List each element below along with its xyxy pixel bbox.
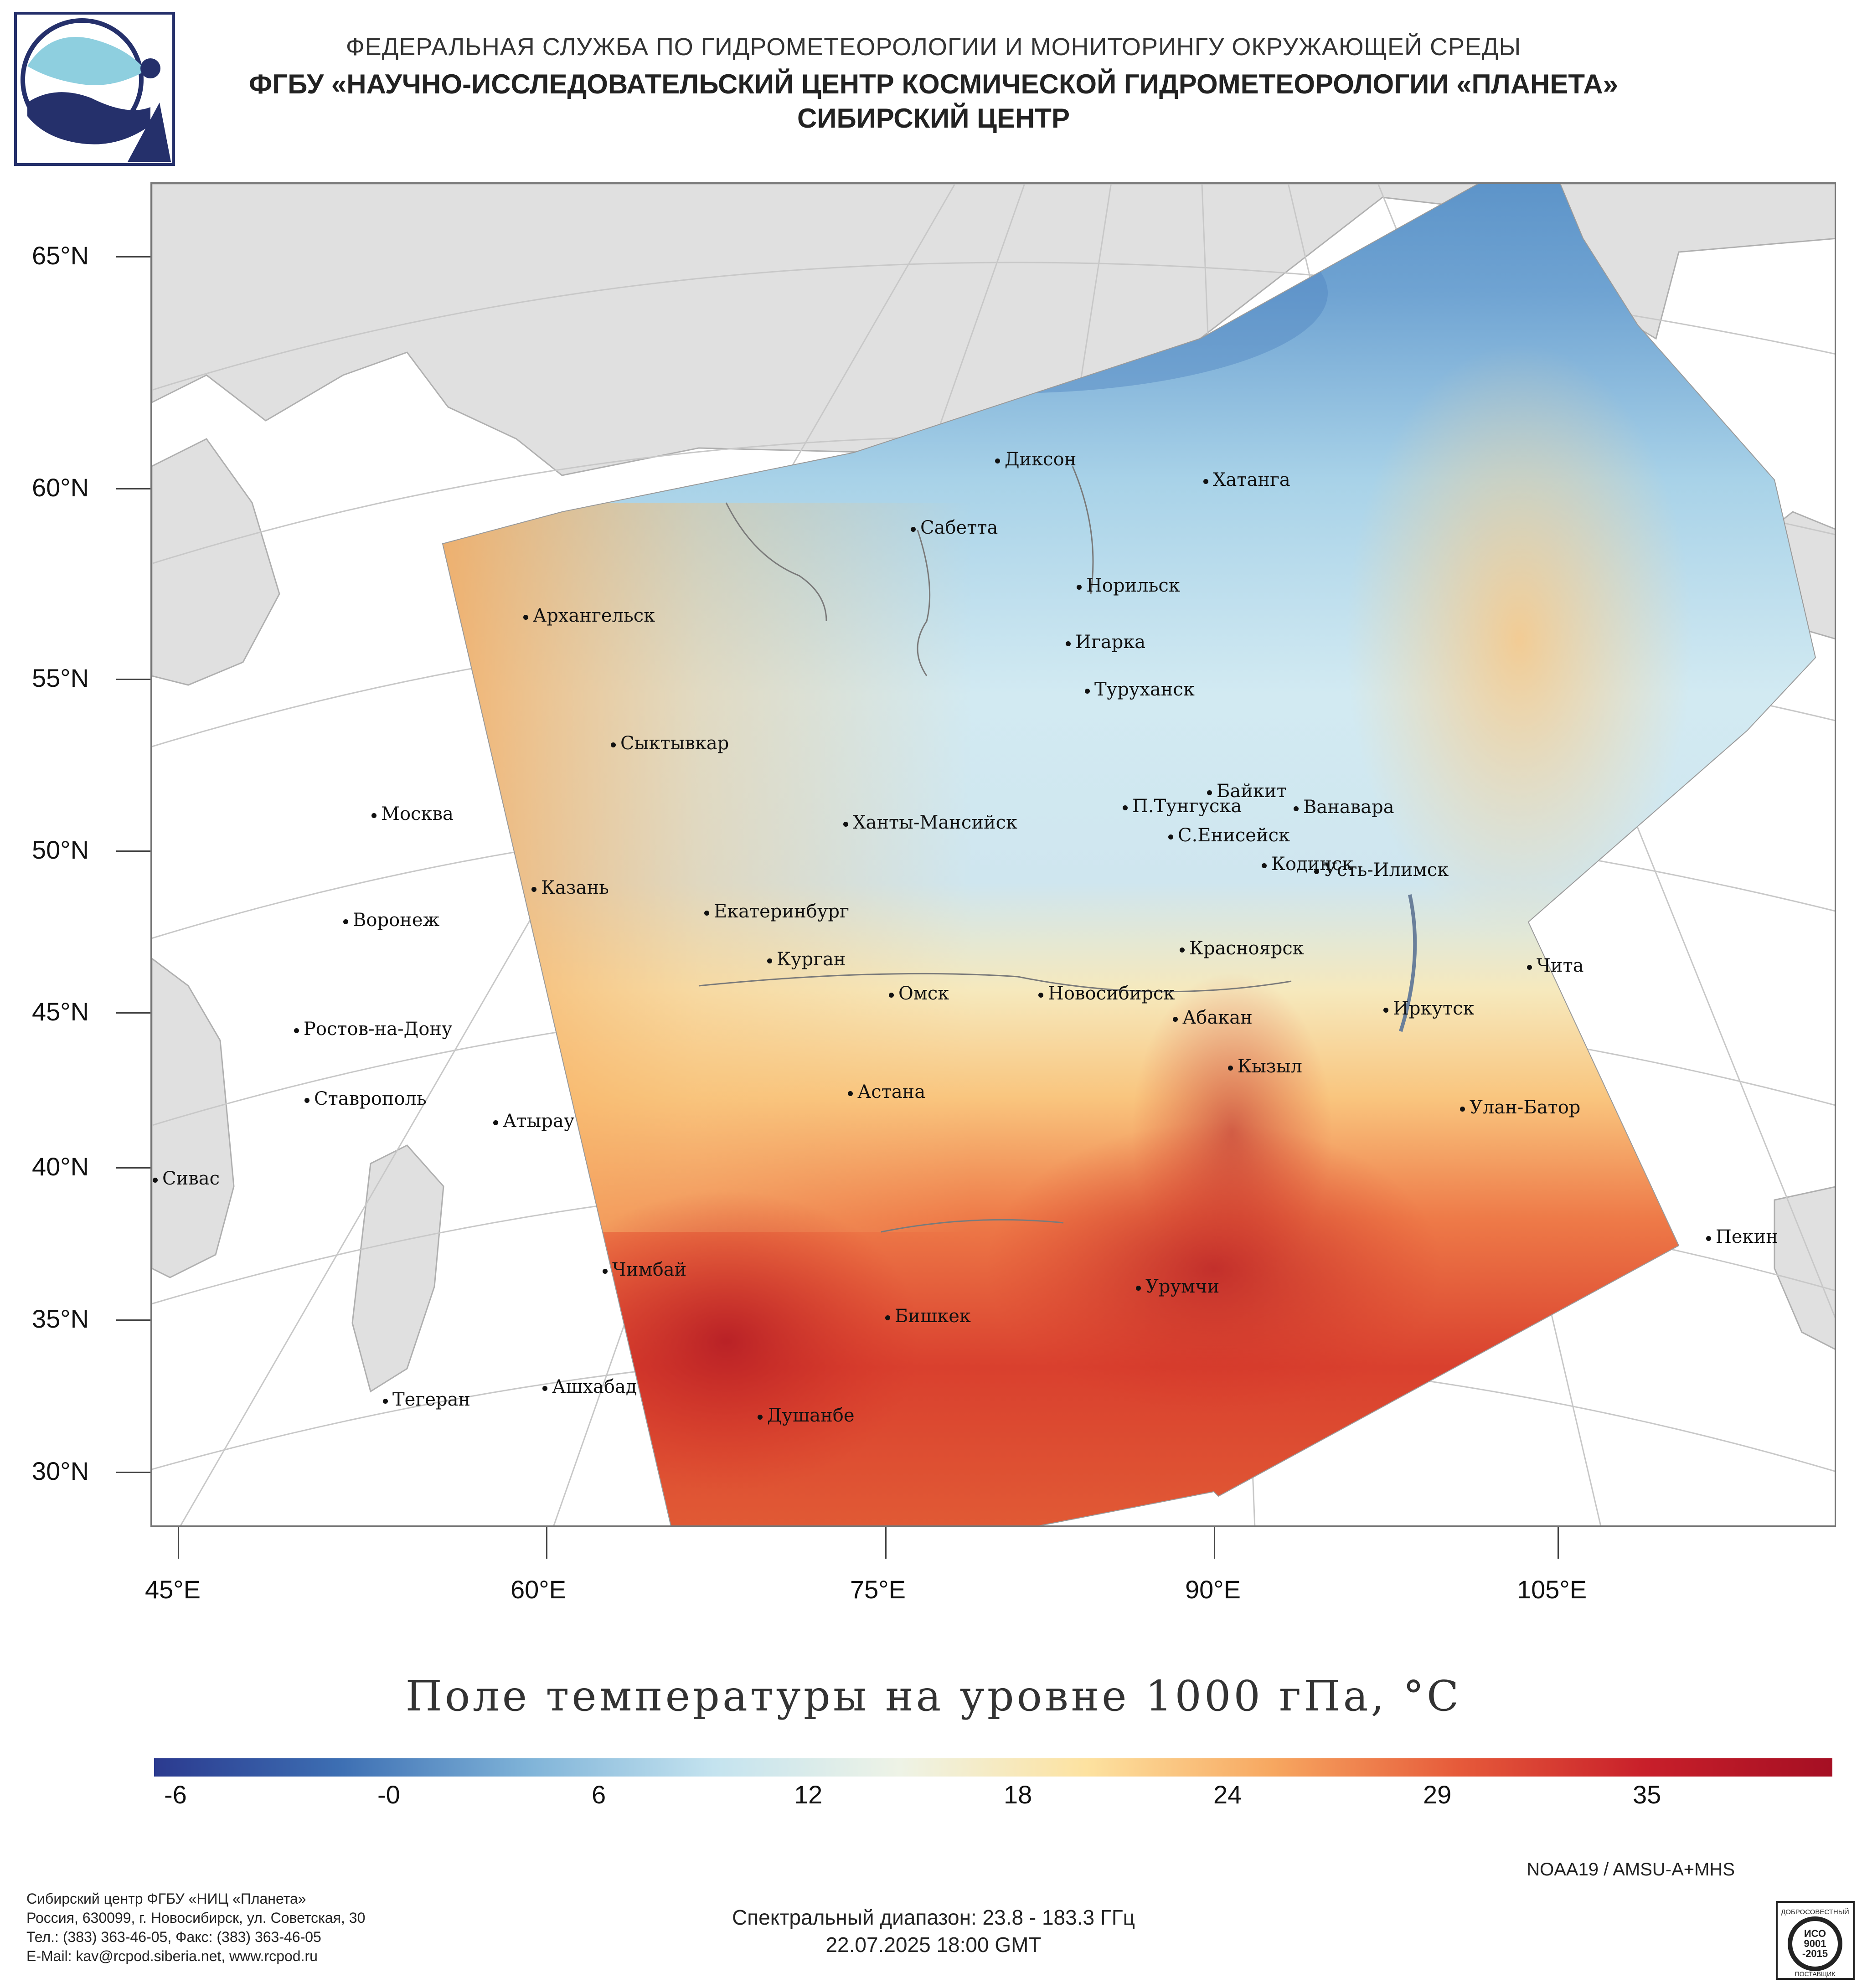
lon-tick [178, 1527, 179, 1559]
iso-badge-2015: -2015 [1802, 1948, 1828, 1959]
header-ministry: ФЕДЕРАЛЬНАЯ СЛУЖБА ПО ГИДРОМЕТЕОРОЛОГИИ … [346, 33, 1521, 61]
header-institute: ФГБУ «НАУЧНО-ИССЛЕДОВАТЕЛЬСКИЙ ЦЕНТР КОС… [249, 69, 1618, 99]
city-ashgabat: Ашхабад [542, 1376, 637, 1397]
iso-badge-bottom: ПОСТАВЩИК [1795, 1970, 1836, 1978]
lon-label-45: 45°E [145, 1575, 201, 1604]
city-turukhansk: Туруханск [1085, 679, 1195, 700]
header-center: СИБИРСКИЙ ЦЕНТР [797, 103, 1070, 134]
lat-tick [116, 1012, 150, 1014]
city-syktyvkar: Сыктывкар [611, 733, 729, 754]
colorbar-gradient [154, 1758, 1832, 1777]
lat-label-60: 60°N [32, 473, 89, 502]
city-kurgan: Курган [767, 949, 846, 970]
city-s-eniseysk: С.Енисейск [1168, 825, 1290, 846]
planeta-logo [14, 11, 175, 166]
city-moscow: Москва [371, 803, 454, 824]
city-rostov-na-donu: Ростов-на-Дону [294, 1019, 452, 1040]
lon-tick [885, 1527, 887, 1559]
satellite-instrument: NOAA19 / AMSU-A+MHS [1527, 1859, 1735, 1880]
city-voronezh: Воронеж [343, 910, 439, 931]
city-khatanga: Хатанга [1203, 469, 1290, 490]
colorbar-label: 29 [1423, 1780, 1452, 1809]
product-title: Поле температуры на уровне 1000 гПа, °C [405, 1672, 1462, 1720]
city-khanty-mansiysk: Ханты-Мансийск [843, 812, 1017, 833]
org-phone: Тел.: (383) 363-46-05, Факс: (383) 363-4… [26, 1929, 321, 1945]
city-krasnoyarsk: Красноярск [1180, 938, 1304, 959]
city-chita: Чита [1527, 955, 1584, 976]
lon-tick [1558, 1527, 1559, 1559]
lat-tick [116, 1472, 150, 1473]
city-sabetta: Сабетта [911, 517, 998, 538]
city-dushanbe: Душанбе [758, 1405, 855, 1426]
city-chimbay: Чимбай [603, 1259, 686, 1280]
city-abakan: Абакан [1173, 1007, 1253, 1028]
colorbar-label: -6 [164, 1780, 187, 1809]
colorbar-label: 24 [1213, 1780, 1242, 1809]
lat-label-65: 65°N [32, 241, 89, 270]
org-name: Сибирский центр ФГБУ «НИЦ «Планета» [26, 1890, 306, 1907]
lat-label-50: 50°N [32, 835, 89, 864]
footer-organization: Сибирский центр ФГБУ «НИЦ «Планета» Росс… [26, 1889, 365, 1966]
city-astana: Астана [848, 1082, 925, 1102]
city-irkutsk: Иркутск [1383, 998, 1475, 1019]
iso-badge-top: ДОБРОСОВЕСТНЫЙ [1781, 1908, 1849, 1916]
lon-label-90: 90°E [1185, 1575, 1241, 1604]
colorbar-label: 35 [1633, 1780, 1661, 1809]
city-bishkek: Бишкек [885, 1306, 971, 1327]
lat-label-30: 30°N [32, 1457, 89, 1485]
city-norilsk: Норильск [1077, 575, 1180, 596]
colorbar-label: -0 [377, 1780, 400, 1809]
temperature-map [150, 182, 1836, 1527]
colorbar-label: 18 [1004, 1780, 1032, 1809]
org-address: Россия, 630099, г. Новосибирск, ул. Сове… [26, 1910, 366, 1926]
lat-label-35: 35°N [32, 1304, 89, 1333]
city-arkhangelsk: Архангельск [523, 605, 655, 626]
city-dikson: Диксон [995, 449, 1076, 470]
lat-tick [116, 1319, 150, 1321]
city-novosibirsk: Новосибирск [1038, 983, 1175, 1004]
colorbar-label: 6 [592, 1780, 606, 1809]
lon-tick [1214, 1527, 1215, 1559]
lat-tick [116, 679, 150, 680]
city-atyrau: Атырау [493, 1111, 574, 1132]
iso-badge-9001: 9001 [1804, 1938, 1826, 1949]
lat-tick [116, 256, 150, 258]
spectral-range: Спектральный диапазон: 23.8 - 183.3 ГГц [732, 1906, 1135, 1929]
city-tehran: Тегеран [383, 1389, 470, 1410]
colorbar-fill [154, 1758, 1832, 1777]
city-ust-ilimsk: Усть-Илимск [1314, 860, 1449, 881]
city-omsk: Омск [889, 983, 949, 1004]
lat-label-40: 40°N [32, 1152, 89, 1181]
city-sivas: Сивас [153, 1168, 220, 1189]
city-vanavara: Ванавара [1294, 797, 1394, 818]
lon-tick [546, 1527, 547, 1559]
city-beijing: Пекин [1706, 1226, 1778, 1247]
city-ulan-bator: Улан-Батор [1460, 1097, 1580, 1118]
lat-label-55: 55°N [32, 664, 89, 692]
city-ekaterinburg: Екатеринбург [704, 901, 849, 922]
lat-tick [116, 1167, 150, 1169]
iso-badge-iso: ИСО [1804, 1928, 1826, 1939]
city-kodinsk: Кодинск [1262, 854, 1353, 875]
lat-tick [116, 488, 150, 489]
observation-datetime: 22.07.2025 18:00 GMT [825, 1933, 1042, 1957]
lon-label-60: 60°E [511, 1575, 567, 1604]
city-baykit: Байкит [1207, 781, 1287, 802]
city-urumqi: Урумчи [1136, 1276, 1219, 1297]
temperature-colorbar [154, 1758, 1832, 1777]
city-igarka: Игарка [1066, 632, 1145, 653]
iso-badge: ДОБРОСОВЕСТНЫЙ ИСО 9001 -2015 ПОСТАВЩИК [1775, 1900, 1855, 1980]
lat-tick [116, 850, 150, 852]
city-stavropol: Ставрополь [304, 1088, 427, 1109]
city-kazan: Казань [531, 877, 609, 898]
map-canvas [152, 184, 1835, 1525]
colorbar-label: 12 [794, 1780, 823, 1809]
org-email: E-Mail: kav@rcpod.siberia.net, www.rcpod… [26, 1948, 318, 1964]
lat-label-45: 45°N [32, 997, 89, 1026]
lon-label-105: 105°E [1517, 1575, 1587, 1604]
city-p-tunguska: П.Тунгуска [1123, 796, 1242, 817]
lon-label-75: 75°E [850, 1575, 906, 1604]
city-kyzyl: Кызыл [1228, 1056, 1302, 1077]
